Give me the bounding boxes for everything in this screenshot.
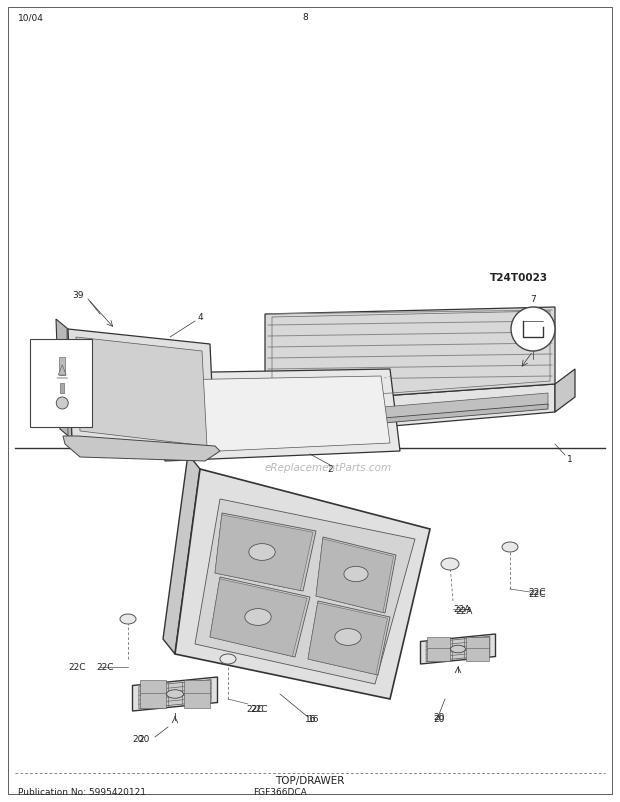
Text: 22C: 22C bbox=[96, 662, 113, 671]
Ellipse shape bbox=[245, 609, 271, 626]
Text: 20: 20 bbox=[138, 735, 149, 743]
Polygon shape bbox=[155, 370, 400, 461]
Polygon shape bbox=[308, 603, 388, 674]
Polygon shape bbox=[426, 637, 490, 662]
Polygon shape bbox=[210, 579, 307, 657]
Bar bbox=[60, 383, 64, 394]
Text: 22A: 22A bbox=[453, 605, 471, 614]
Polygon shape bbox=[316, 537, 396, 614]
Ellipse shape bbox=[451, 646, 466, 653]
Polygon shape bbox=[139, 680, 211, 708]
Bar bbox=[30, 339, 92, 427]
Ellipse shape bbox=[335, 629, 361, 646]
Polygon shape bbox=[140, 693, 166, 708]
Polygon shape bbox=[265, 384, 555, 437]
Polygon shape bbox=[140, 680, 166, 695]
Polygon shape bbox=[308, 602, 390, 675]
Text: TOP/DRAWER: TOP/DRAWER bbox=[275, 775, 345, 785]
Polygon shape bbox=[210, 577, 310, 657]
Ellipse shape bbox=[249, 544, 275, 561]
Polygon shape bbox=[316, 539, 394, 613]
Polygon shape bbox=[63, 436, 220, 461]
Polygon shape bbox=[215, 513, 316, 591]
Ellipse shape bbox=[167, 690, 184, 699]
Ellipse shape bbox=[502, 542, 518, 553]
Text: 8: 8 bbox=[302, 14, 308, 22]
Polygon shape bbox=[427, 648, 450, 662]
Polygon shape bbox=[427, 637, 450, 650]
Text: 22A: 22A bbox=[455, 607, 472, 616]
Polygon shape bbox=[265, 308, 555, 404]
Text: 39: 39 bbox=[73, 291, 84, 300]
Circle shape bbox=[511, 308, 555, 351]
Text: 22C: 22C bbox=[528, 588, 546, 597]
Text: 16: 16 bbox=[305, 715, 316, 723]
Polygon shape bbox=[175, 469, 430, 699]
Text: FGF366DCA: FGF366DCA bbox=[253, 788, 307, 796]
Polygon shape bbox=[68, 330, 215, 455]
Text: 22C: 22C bbox=[528, 589, 546, 599]
Ellipse shape bbox=[344, 566, 368, 582]
Polygon shape bbox=[466, 637, 489, 650]
Polygon shape bbox=[195, 500, 415, 684]
Text: Publication No: 5995420121: Publication No: 5995420121 bbox=[18, 788, 146, 796]
Polygon shape bbox=[58, 366, 66, 375]
Polygon shape bbox=[466, 648, 489, 662]
Text: 88: 88 bbox=[35, 415, 46, 424]
Ellipse shape bbox=[441, 558, 459, 570]
Polygon shape bbox=[420, 634, 495, 664]
Ellipse shape bbox=[120, 614, 136, 624]
Polygon shape bbox=[76, 338, 207, 447]
Polygon shape bbox=[163, 455, 200, 654]
Polygon shape bbox=[278, 394, 548, 429]
Text: 1: 1 bbox=[567, 455, 573, 464]
Ellipse shape bbox=[220, 654, 236, 664]
Text: 7: 7 bbox=[530, 295, 536, 304]
Circle shape bbox=[56, 398, 68, 410]
Text: 20: 20 bbox=[433, 715, 445, 723]
Polygon shape bbox=[278, 404, 548, 432]
Bar bbox=[60, 358, 65, 375]
Polygon shape bbox=[184, 680, 210, 695]
Polygon shape bbox=[215, 515, 313, 591]
Text: eReplacementParts.com: eReplacementParts.com bbox=[265, 463, 392, 472]
Polygon shape bbox=[56, 320, 72, 439]
Text: 22C: 22C bbox=[246, 705, 264, 714]
Polygon shape bbox=[555, 370, 575, 412]
Text: 16: 16 bbox=[308, 715, 319, 723]
Text: 22C: 22C bbox=[250, 705, 267, 714]
Polygon shape bbox=[167, 376, 390, 453]
Polygon shape bbox=[184, 693, 210, 708]
Text: 2: 2 bbox=[327, 465, 333, 474]
Polygon shape bbox=[133, 677, 218, 711]
Text: 20: 20 bbox=[132, 735, 143, 743]
Text: 20: 20 bbox=[433, 713, 445, 722]
Text: 22C: 22C bbox=[68, 662, 86, 671]
Text: T24T0023: T24T0023 bbox=[490, 273, 548, 282]
Text: 4: 4 bbox=[197, 313, 203, 322]
Text: 10/04: 10/04 bbox=[18, 14, 44, 22]
